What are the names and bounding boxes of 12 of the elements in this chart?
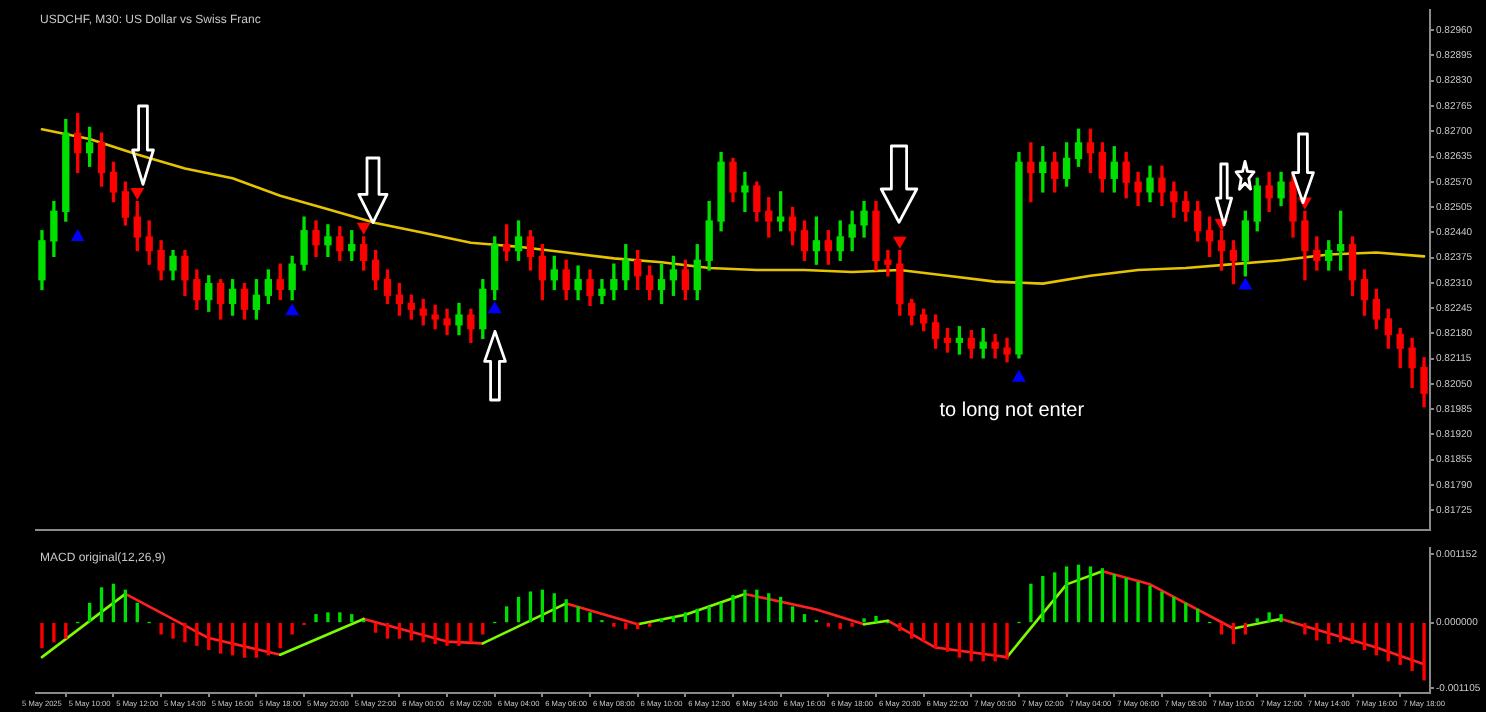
- candlestick: [884, 249, 892, 277]
- point: [1239, 278, 1252, 290]
- candlestick: [1027, 142, 1035, 203]
- point: [1012, 370, 1026, 382]
- annotation: to long not enter: [939, 399, 1086, 422]
- point: [488, 302, 501, 314]
- point: [893, 236, 906, 248]
- candlestick: [741, 171, 749, 212]
- point: [71, 229, 84, 241]
- point: [357, 222, 370, 234]
- point: [131, 187, 144, 199]
- point: [285, 304, 299, 316]
